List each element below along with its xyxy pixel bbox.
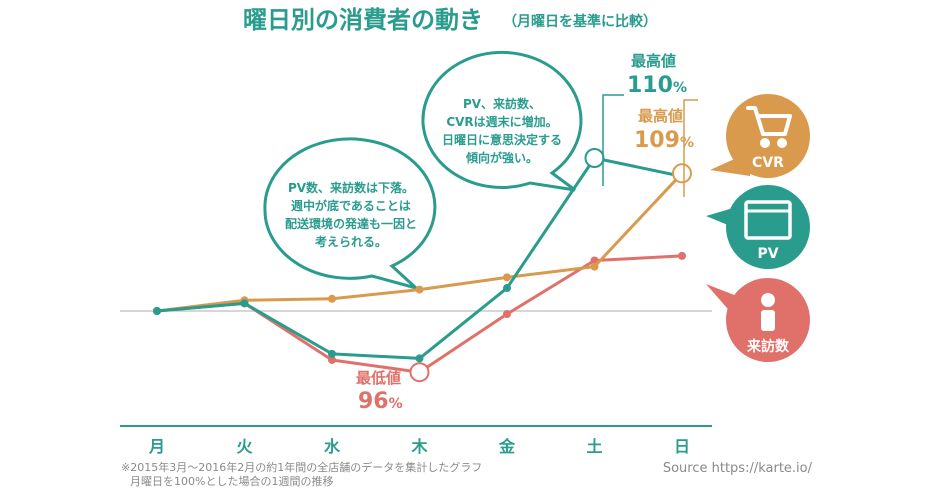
max-cvr-marker — [672, 163, 692, 184]
bubble-right-line-1: PV、来訪数、 — [463, 96, 541, 111]
bubble-right-shape — [421, 50, 583, 192]
x-tick-label: 月 — [148, 437, 165, 456]
min-visits-unit: % — [389, 396, 403, 412]
bubble-left-line-2: 週中が底であることは — [291, 198, 411, 213]
data-point-pv — [240, 299, 249, 308]
footnote-line-2: 月曜日を100%とした場合の1週間の推移 — [130, 474, 333, 488]
x-tick-label: 木 — [410, 437, 428, 456]
x-tick-label: 金 — [498, 437, 516, 456]
data-point-pv — [415, 354, 424, 363]
data-point-pv — [503, 284, 511, 293]
chart-subtitle: （月曜日を基準に比較） — [503, 13, 657, 30]
data-point-cvr — [503, 273, 511, 282]
series-layer — [153, 148, 692, 383]
min-visits-value: 96% — [358, 389, 403, 414]
bubble-left-shape — [263, 137, 437, 290]
footnote-line-1: ※2015年3月〜2016年2月の約1年間の全店舗のデータを集計したグラフ — [121, 460, 482, 474]
bubble-left: PV数、来訪数は下落。 週中が底であることは 配送環境の発達も一因と 考えられる… — [263, 137, 437, 290]
chart-title: 曜日別の消費者の動き — [243, 6, 483, 34]
max-pv-unit: % — [673, 80, 687, 96]
bubble-right: PV、来訪数、 CVRは週末に増加。 日曜日に意思決定する 傾向が強い。 — [421, 50, 583, 192]
person-icon — [761, 293, 775, 331]
bubble-left-line-3: 配送環境の発達も一因と — [285, 216, 417, 231]
x-tick-label: 日 — [674, 437, 690, 456]
data-point-pv — [153, 307, 161, 315]
max-cvr-unit: % — [680, 135, 694, 151]
source-label: Source https://karte.io/ — [663, 461, 813, 476]
browser-window-icon — [744, 200, 792, 240]
legend-pv-label: PV — [757, 246, 778, 262]
data-point-pv — [328, 349, 336, 358]
min-visits-label: 最低値 — [356, 369, 401, 387]
data-point-visits — [678, 251, 686, 260]
bubble-left-line-1: PV数、来訪数は下落。 — [288, 180, 414, 195]
max-pv-label: 最高値 — [631, 52, 676, 70]
max-cvr-number: 109 — [634, 128, 680, 153]
bubble-left-line-4: 考えられる。 — [315, 234, 387, 249]
data-point-visits — [503, 310, 511, 319]
data-point-visits — [328, 355, 336, 364]
legend-cvr-label: CVR — [752, 155, 784, 171]
bubble-right-line-4: 傾向が強い。 — [465, 150, 538, 165]
max-cvr-value: 109% — [634, 128, 694, 153]
bubble-right-line-2: CVRは週末に増加。 — [446, 114, 557, 129]
min-visits-number: 96 — [358, 389, 389, 414]
max-pv-leader — [602, 94, 624, 186]
data-point-cvr — [415, 285, 424, 294]
max-cvr-leader — [683, 99, 698, 197]
annotation-leaders — [602, 94, 698, 197]
legend-visits-label: 来訪数 — [746, 338, 790, 355]
min-visits-marker — [409, 362, 430, 383]
cart-icon — [746, 106, 792, 148]
x-tick-label: 土 — [586, 437, 602, 456]
bubble-right-line-3: 日曜日に意思決定する — [442, 132, 562, 147]
max-pv-number: 110 — [627, 73, 673, 98]
data-point-cvr — [590, 262, 599, 271]
x-tick-label: 水 — [324, 437, 341, 456]
max-pv-value: 110% — [627, 73, 687, 98]
max-pv-marker — [584, 148, 605, 168]
data-point-cvr — [328, 294, 336, 303]
legend: CVR PV 来訪数 — [706, 94, 810, 362]
x-tick-label: 火 — [236, 437, 253, 456]
max-cvr-label: 最高値 — [638, 107, 683, 125]
